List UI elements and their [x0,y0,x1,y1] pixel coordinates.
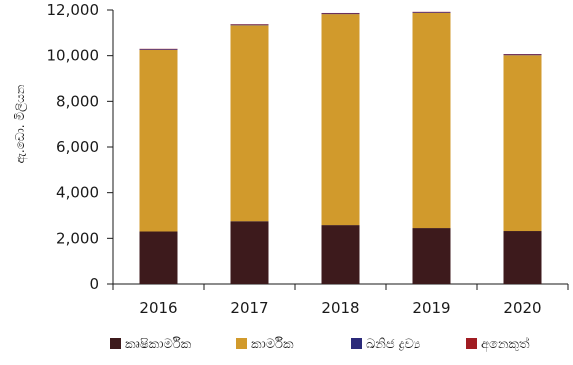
x-tick-label: 2020 [503,299,541,317]
legend-swatch [236,338,247,349]
bar-segment-1 [322,14,360,225]
y-axis-title: ඇ.ඩො. මිලියන [13,84,28,163]
bar-segment-0 [231,221,269,284]
x-tick-label: 2016 [139,299,177,317]
legend-label: කෘෂිකාර්මික [125,336,192,352]
y-tick-label: 0 [89,275,99,293]
bar-segment-0 [322,225,360,284]
x-tick-label: 2018 [321,299,359,317]
legend-label: ඛනිජ ද්‍රව්‍ය [366,337,420,352]
y-tick-label: 6,000 [56,138,99,156]
legend-swatch [351,338,362,349]
legend-swatch [466,338,477,349]
bar-segment-1 [231,25,269,221]
x-tick-label: 2017 [230,299,268,317]
bar-segment-2 [231,25,269,26]
y-tick-label: 2,000 [56,229,99,247]
legend-label: අනෙකුත් [481,336,530,352]
bar-segment-0 [504,231,542,284]
bar-segment-0 [413,228,451,284]
legend-swatch [110,338,121,349]
x-tick-label: 2019 [412,299,450,317]
bar-segment-2 [504,55,542,56]
bar-segment-1 [413,13,451,228]
bar-segment-0 [140,231,178,284]
bar-segment-2 [140,49,178,50]
y-tick-label: 4,000 [56,184,99,202]
bar-segment-2 [413,12,451,13]
bars [140,12,542,284]
y-axis: 0 2,000 4,000 6,000 8,000 10,000 12,000 [47,1,114,293]
y-tick-label: 8,000 [56,92,99,110]
legend: කෘෂිකාර්මික කාර්මික ඛනිජ ද්‍රව්‍ය අනෙකුත් [110,336,530,352]
bar-segment-1 [504,55,542,231]
y-tick-label: 10,000 [47,47,100,65]
bar-segment-2 [322,13,360,14]
y-tick-label: 12,000 [47,1,100,19]
legend-label: කාර්මික [251,336,294,352]
bar-segment-1 [140,50,178,232]
x-axis: 2016 2017 2018 2019 2020 [113,284,568,317]
